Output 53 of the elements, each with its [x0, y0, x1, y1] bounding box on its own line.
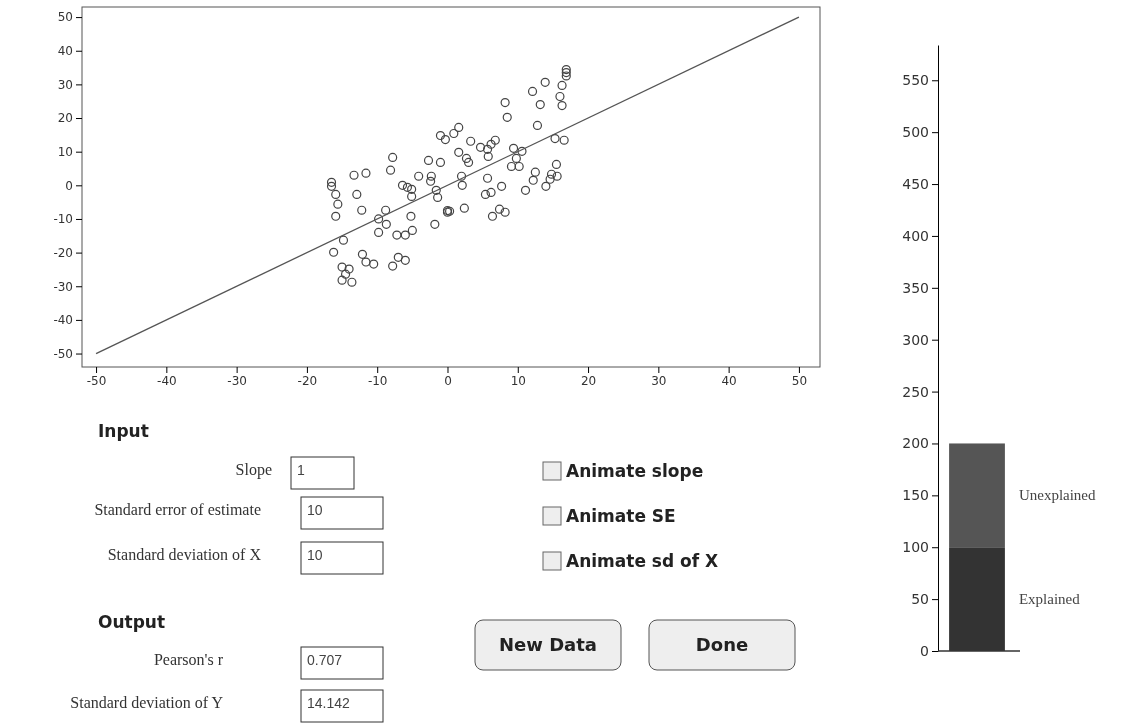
y-tick-label: 50	[57, 10, 73, 25]
text: Animate SE	[566, 506, 676, 526]
text: 10	[307, 502, 323, 518]
text: Pearson's r	[153, 651, 224, 668]
y-tick-label: 500	[902, 124, 929, 141]
text: Standard deviation of X	[107, 546, 262, 563]
x-tick-label: 20	[580, 373, 597, 388]
x-tick-label: 10	[510, 373, 526, 388]
text: Output	[98, 612, 166, 632]
x-tick-label: -40	[157, 373, 177, 388]
y-tick-label: 20	[57, 111, 73, 126]
y-tick-label: -30	[53, 279, 73, 294]
text: Slope	[235, 461, 272, 479]
text: Input	[98, 421, 149, 441]
x-tick-label: 40	[721, 373, 737, 388]
text: 14.142	[307, 695, 351, 711]
x-tick-label: 50	[791, 373, 808, 388]
x-tick-label: 0	[444, 373, 452, 388]
y-tick-label: 150	[902, 487, 929, 504]
text: 10	[307, 547, 323, 563]
x-tick-label: -50	[86, 373, 107, 388]
y-tick-label: -50	[53, 346, 73, 361]
y-tick-label: -40	[53, 313, 73, 328]
y-tick-label: 450	[902, 176, 929, 193]
x-tick-label: -30	[227, 373, 247, 388]
y-tick-label: 300	[902, 331, 929, 348]
y-tick-label: -10	[53, 212, 73, 227]
text: Animate sd of X	[566, 551, 719, 571]
x-tick-label: -10	[367, 373, 388, 388]
y-tick-label: 350	[902, 279, 929, 296]
y-tick-label: 50	[911, 591, 929, 608]
x-tick-label: -20	[297, 373, 318, 388]
y-tick-label: 30	[57, 77, 73, 92]
y-tick-label: 550	[902, 72, 929, 89]
text: Standard error of estimate	[94, 501, 261, 518]
y-tick-label: 400	[902, 227, 929, 244]
text: 0.707	[307, 652, 343, 668]
y-tick-label: 100	[902, 539, 929, 556]
y-tick-label: 10	[57, 145, 73, 160]
y-tick-label: 200	[902, 435, 929, 452]
text: Standard deviation of Y	[70, 694, 224, 711]
y-tick-label: 250	[902, 383, 929, 400]
text: Done	[695, 634, 749, 655]
text: New Data	[498, 634, 598, 655]
text: 1	[297, 462, 305, 478]
y-tick-label: 0	[65, 178, 73, 193]
y-tick-label: 0	[920, 642, 929, 659]
text: Animate slope	[566, 461, 704, 481]
y-tick-label: 40	[57, 44, 73, 59]
series-label: Unexplained	[1018, 487, 1097, 504]
x-tick-label: 30	[651, 373, 667, 388]
series-label: Explained	[1018, 591, 1081, 608]
y-tick-label: -20	[53, 245, 73, 260]
